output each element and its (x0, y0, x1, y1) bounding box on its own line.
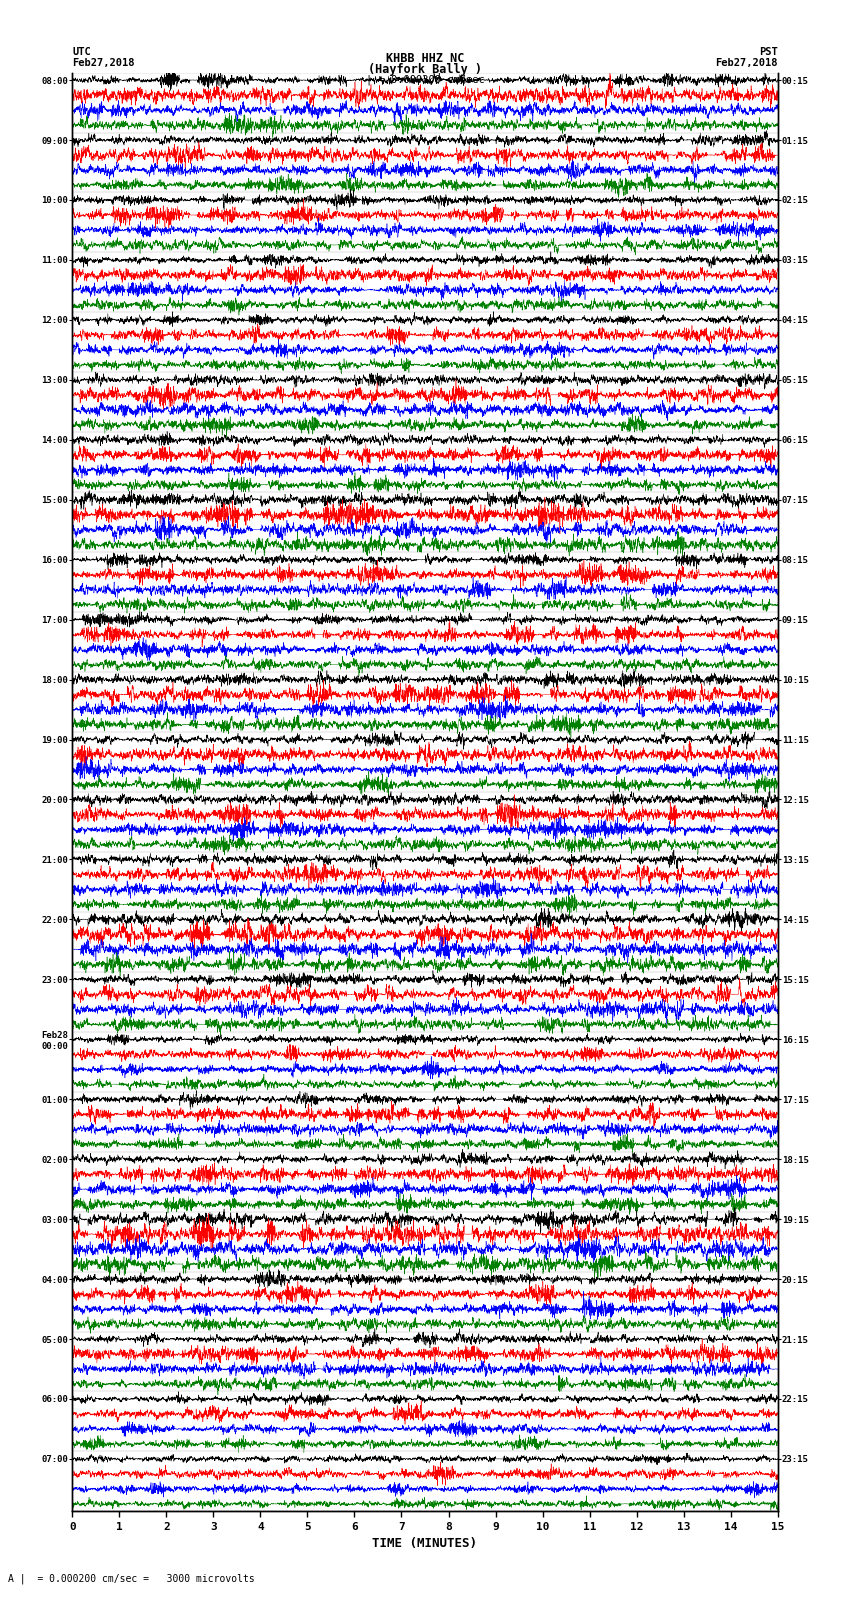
Text: KHBB HHZ NC: KHBB HHZ NC (386, 52, 464, 65)
Text: A |  = 0.000200 cm/sec =   3000 microvolts: A | = 0.000200 cm/sec = 3000 microvolts (8, 1573, 255, 1584)
Text: | = 0.000200 cm/sec: | = 0.000200 cm/sec (366, 74, 484, 85)
Text: Feb27,2018: Feb27,2018 (72, 58, 135, 68)
Text: UTC: UTC (72, 47, 91, 56)
Text: PST: PST (759, 47, 778, 56)
X-axis label: TIME (MINUTES): TIME (MINUTES) (372, 1537, 478, 1550)
Text: Feb27,2018: Feb27,2018 (715, 58, 778, 68)
Text: (Hayfork Bally ): (Hayfork Bally ) (368, 63, 482, 76)
